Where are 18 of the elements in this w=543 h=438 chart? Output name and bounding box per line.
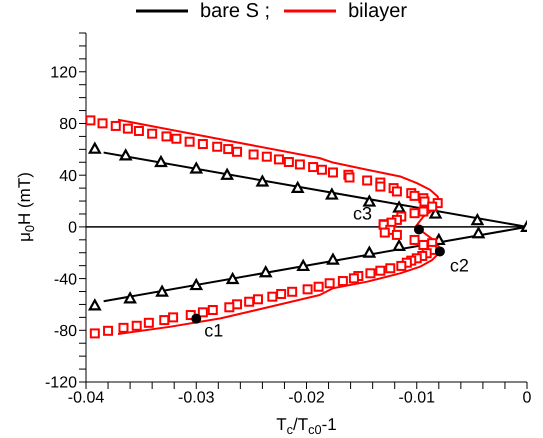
y-tick-label: 80: [59, 116, 78, 134]
y-tick-label: 0: [68, 220, 78, 237]
legend-label: bare S ;: [200, 0, 270, 22]
x-tick-label: -0.01: [398, 389, 436, 406]
annotation: c1: [204, 320, 224, 341]
y-tick-label: 40: [59, 168, 78, 185]
y-tick-label: -80: [54, 322, 78, 340]
x-tick-label: -0.04: [68, 389, 104, 406]
annotation: c3: [352, 203, 372, 224]
y-tick-label: -40: [54, 271, 78, 288]
x-tick-label: -0.03: [178, 389, 215, 406]
y-tick-label: -120: [44, 374, 78, 392]
x-tick-label: 0: [522, 389, 532, 406]
annotation: c2: [450, 255, 469, 276]
legend-label: bilayer: [348, 0, 407, 22]
x-tick-label: -0.02: [288, 389, 325, 406]
x-axis-title: T$_{c}$/T$_{c0}$-1: [276, 415, 337, 437]
y-tick-label: 120: [50, 64, 78, 82]
